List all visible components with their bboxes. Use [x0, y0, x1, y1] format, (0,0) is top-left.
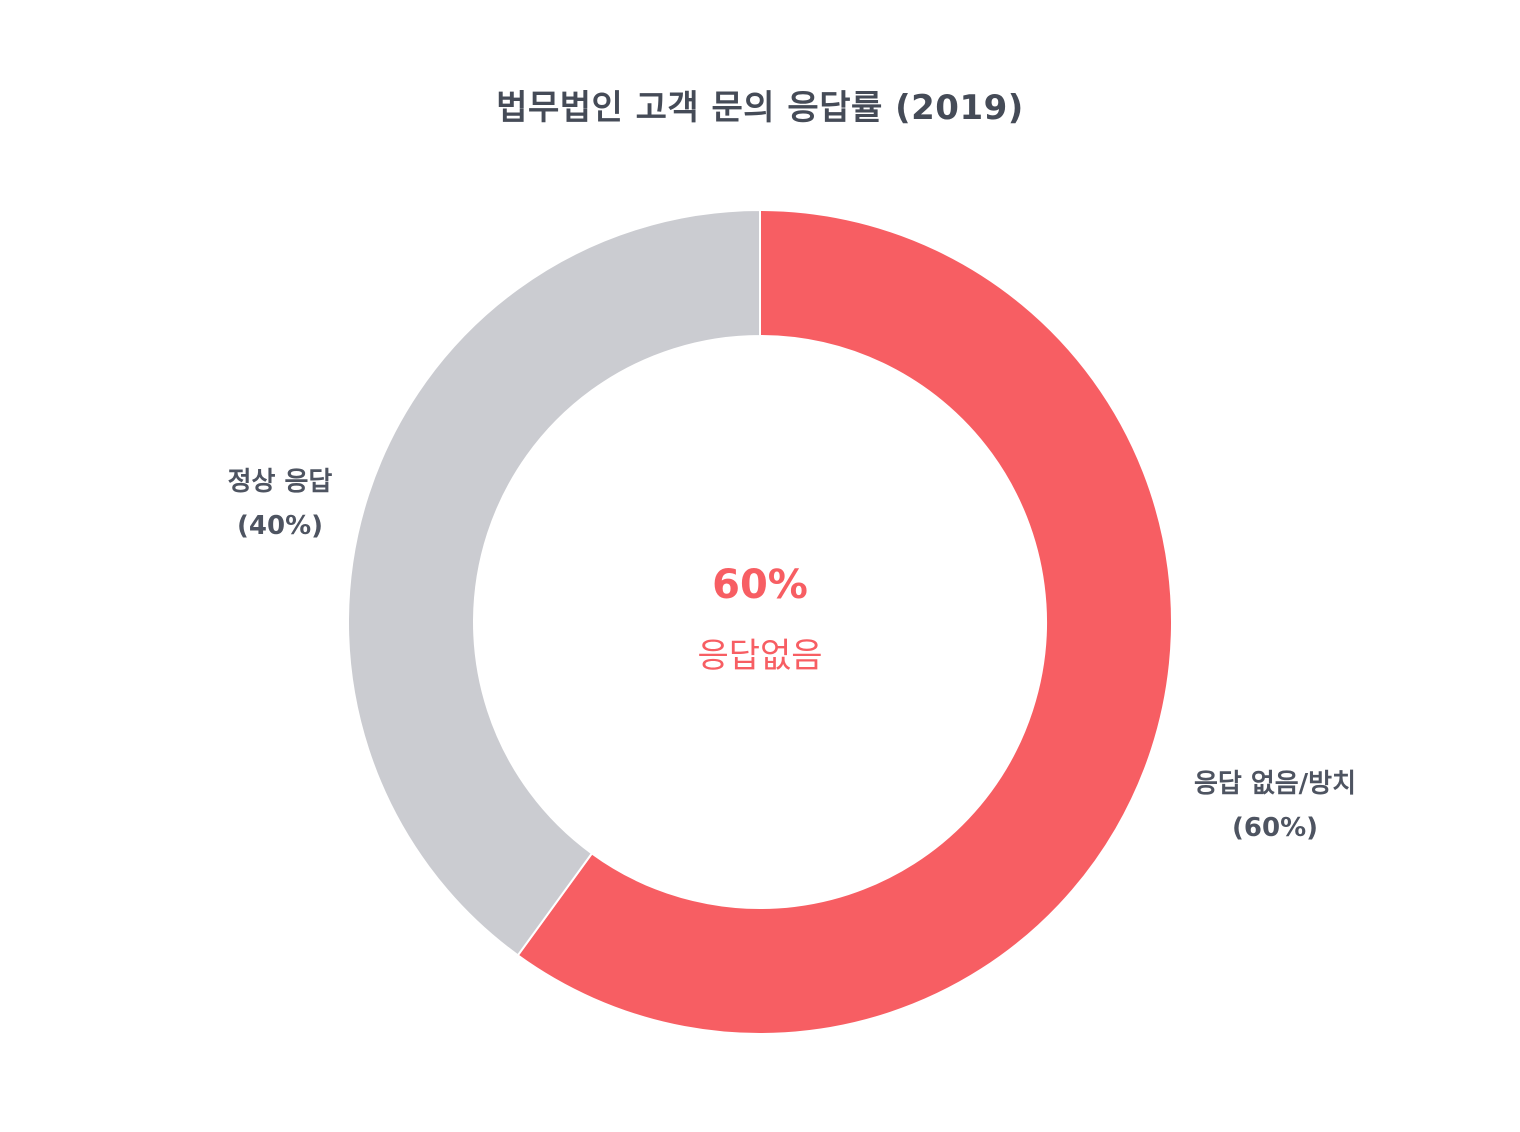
slice-label-no-response: 응답 없음/방치 (60%) [1145, 762, 1405, 850]
slice-label-name: 응답 없음/방치 [1193, 769, 1357, 799]
slice-label-percent: (60%) [1232, 813, 1318, 843]
chart-title: 법무법인 고객 문의 응답률 (2019) [496, 88, 1024, 128]
donut-slice-1 [347, 208, 761, 957]
slice-label-normal-response: 정상 응답 (40%) [150, 460, 410, 548]
donut-slice-0 [516, 208, 1173, 1035]
center-label: 응답없음 [697, 636, 823, 676]
slice-label-name: 정상 응답 [227, 467, 333, 497]
slice-label-percent: (40%) [237, 511, 323, 541]
center-percentage: 60% [712, 562, 808, 608]
